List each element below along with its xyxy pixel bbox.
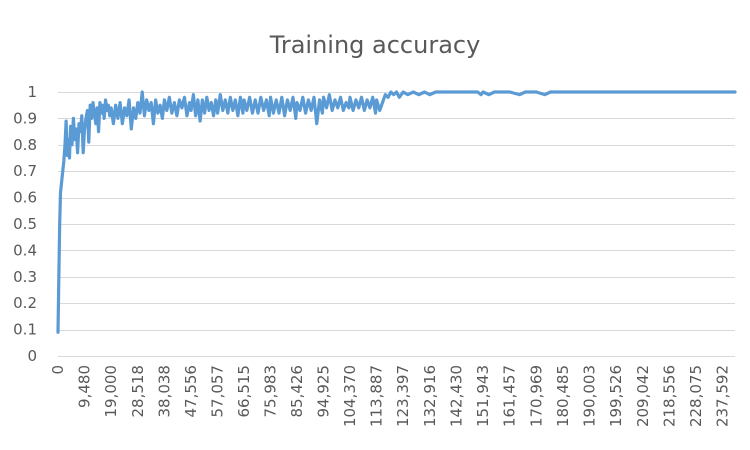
x-tick-label: 228,075 (687, 365, 705, 427)
x-axis-tick-labels: 0 9,480 19,000 28,518 38,038 47,556 57,057 66,5… (49, 365, 732, 427)
x-tick-label: 28,518 (129, 365, 147, 418)
x-tick-label: 142,430 (447, 365, 465, 427)
y-tick-label: 1 (27, 83, 37, 101)
x-tick-label: 104,370 (341, 365, 359, 427)
x-tick-label: 66,515 (235, 365, 253, 418)
x-tick-label: 190,003 (581, 365, 599, 427)
y-tick-label: 0.7 (13, 162, 37, 180)
grid-lines (58, 92, 735, 331)
y-tick-label: 0.9 (13, 109, 37, 127)
x-tick-label: 0 (49, 365, 67, 375)
x-tick-label: 57,057 (209, 365, 227, 418)
x-tick-label: 218,556 (660, 365, 678, 427)
x-tick-label: 113,887 (368, 365, 386, 427)
y-tick-label: 0.4 (13, 241, 37, 259)
y-tick-label: 0.2 (13, 294, 37, 312)
x-tick-label: 47,556 (182, 365, 200, 418)
y-tick-label: 0 (27, 347, 37, 365)
x-tick-label: 199,526 (607, 365, 625, 427)
x-tick-label: 123,397 (394, 365, 412, 427)
x-tick-label: 237,592 (714, 365, 732, 427)
y-tick-label: 0.8 (13, 136, 37, 154)
x-tick-label: 209,042 (634, 365, 652, 427)
y-axis-tick-labels: 0 0.1 0.2 0.3 0.4 0.5 0.6 0.7 0.8 0.9 1 (13, 83, 37, 365)
x-tick-label: 132,916 (421, 365, 439, 427)
series-line (56, 90, 737, 334)
x-tick-label: 180,485 (554, 365, 572, 427)
chart-title: Training accuracy (269, 31, 481, 59)
y-tick-label: 0.6 (13, 189, 37, 207)
series-layer (56, 90, 737, 334)
x-tick-label: 38,038 (155, 365, 173, 418)
x-tick-label: 19,000 (102, 365, 120, 418)
x-tick-label: 9,480 (76, 365, 94, 408)
y-tick-label: 0.3 (13, 268, 37, 286)
x-tick-label: 85,426 (288, 365, 306, 418)
x-tick-label: 170,969 (527, 365, 545, 427)
x-tick-label: 75,983 (262, 365, 280, 418)
y-tick-label: 0.1 (13, 321, 37, 339)
x-tick-label: 94,925 (315, 365, 333, 418)
x-tick-label: 161,457 (501, 365, 519, 427)
y-tick-label: 0.5 (13, 215, 37, 233)
x-tick-label: 151,943 (474, 365, 492, 427)
